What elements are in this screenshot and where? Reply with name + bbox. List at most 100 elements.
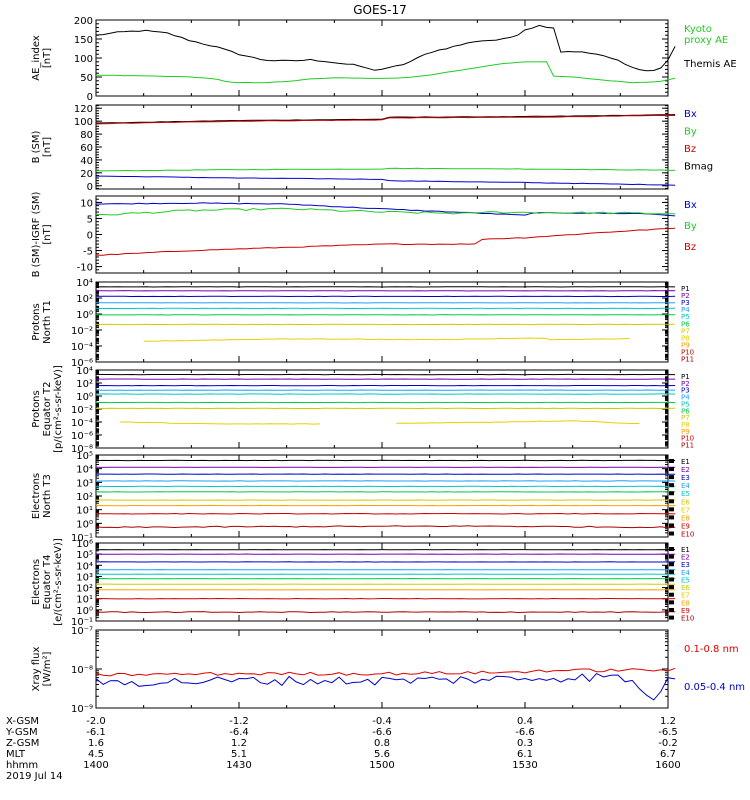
y-tick-label: 10⁻⁸ — [71, 444, 93, 455]
legend-entry: P11 — [681, 442, 694, 450]
legend-entry: By — [684, 127, 697, 138]
y-axis-label: North T3 — [42, 474, 53, 518]
series-line — [96, 175, 676, 186]
y-tick-label: 10¹ — [76, 595, 93, 606]
legend-entry: Bmag — [684, 162, 713, 173]
y-axis-label: Protons — [31, 303, 42, 340]
y-tick-label: 10 — [80, 198, 93, 209]
channel-marker — [669, 615, 674, 620]
legend-entry: P10 — [681, 349, 694, 357]
y-tick-label: 10¹ — [76, 506, 93, 517]
y-tick-label: 10⁻² — [71, 326, 93, 337]
legend-entry: E7 — [681, 506, 690, 514]
legend-entry: E5 — [681, 490, 690, 498]
y-axis-label: Equator T4 — [42, 555, 53, 610]
x-row-value: 0.3 — [517, 738, 533, 749]
y-tick-label: 10⁰ — [76, 519, 93, 530]
x-row-label: Y-GSM — [5, 727, 38, 738]
y-tick-label: -10 — [77, 263, 93, 274]
y-axis-label: [W/m²] — [42, 651, 53, 686]
channel-marker — [669, 600, 674, 605]
y-tick-label: 40 — [80, 156, 93, 167]
x-row-label: X-GSM — [6, 716, 39, 727]
y-tick-label: -5 — [83, 247, 93, 258]
x-row-value: 1.6 — [88, 738, 104, 749]
legend-entry: P6 — [681, 407, 690, 415]
y-tick-label: 80 — [80, 130, 93, 141]
x-row-value: 1.2 — [231, 738, 247, 749]
legend-entry: P3 — [681, 387, 690, 395]
legend-entry: P8 — [681, 421, 690, 429]
y-tick-label: 10⁴ — [76, 366, 93, 377]
panel-6: 10⁻¹ 10⁰ 10¹ 10² 10³ 10⁴ 10⁵ Electrons North T3 E… — [31, 451, 694, 544]
legend-entry: P4 — [681, 306, 690, 314]
series-line — [396, 420, 640, 424]
legend-entry: P4 — [681, 394, 690, 402]
legend-entry: E10 — [681, 531, 694, 539]
legend-entry: By — [684, 221, 697, 232]
channel-marker — [669, 483, 674, 488]
y-axis-label: [nT] — [42, 48, 53, 68]
y-axis-label: B (SM) — [31, 130, 42, 163]
y-axis-label: B (SM)-IGRF (SM) — [31, 192, 42, 278]
channel-marker — [669, 554, 674, 559]
x-row-value: 0.8 — [374, 738, 390, 749]
plot-title: GOES-17 — [353, 3, 407, 17]
y-tick-label: 0 — [87, 182, 93, 193]
y-tick-label: 100 — [74, 54, 93, 65]
panel-frame — [95, 19, 669, 97]
series-line — [95, 227, 676, 256]
legend-entry: P9 — [681, 428, 690, 436]
y-tick-label: 60 — [80, 143, 93, 154]
y-tick-label: 20 — [80, 169, 93, 180]
series-line — [95, 202, 676, 217]
legend-entry: P1 — [681, 373, 690, 381]
y-tick-label: 10⁰ — [76, 606, 93, 617]
legend-entry: E4 — [681, 569, 690, 577]
y-axis-label: Electrons — [31, 559, 42, 605]
y-tick-label: 10⁻⁶ — [71, 431, 93, 442]
series-line — [95, 525, 676, 529]
y-tick-label: 120 — [74, 104, 93, 115]
legend-entry: P9 — [681, 341, 690, 349]
x-row-value: -0.4 — [372, 716, 392, 727]
x-row-value: 1.2 — [660, 716, 676, 727]
y-tick-label: 10⁰ — [76, 310, 93, 321]
legend-entry: E2 — [681, 554, 690, 562]
x-row-value: 1400 — [83, 760, 108, 771]
x-row-value: 0.4 — [517, 716, 533, 727]
legend-entry: Bx — [684, 200, 697, 211]
legend-entry: E6 — [681, 498, 690, 506]
y-tick-label: 10² — [76, 379, 93, 390]
y-tick-label: 10⁵ — [76, 451, 93, 462]
channel-marker — [669, 607, 674, 612]
legend-entry: P8 — [681, 334, 690, 342]
channel-marker — [669, 577, 674, 582]
x-row-value: 1530 — [512, 760, 537, 771]
legend-entry: E3 — [681, 561, 690, 569]
y-axis-label: Electrons — [31, 473, 42, 519]
y-tick-label: 10⁻⁴ — [71, 342, 93, 353]
y-tick-label: 10⁴ — [76, 561, 93, 572]
legend-entry: P6 — [681, 320, 690, 328]
legend-entry: P10 — [681, 435, 694, 443]
x-row-label: hhmm — [6, 760, 38, 771]
legend-entry: 0.05-0.4 nm — [684, 682, 745, 693]
legend-entry: Bx — [684, 109, 697, 120]
y-tick-label: 10⁻¹ — [71, 533, 93, 544]
y-tick-label: 10⁻⁹ — [71, 704, 93, 715]
panel-4: 10⁻⁶ 10⁻⁴ 10⁻² 10⁰ 10² 10⁴ Protons North T1 P1P2… — [31, 278, 694, 369]
channel-marker — [669, 499, 674, 504]
x-row-value: -6.6 — [515, 727, 535, 738]
y-tick-label: 10⁻⁷ — [71, 626, 93, 637]
channel-marker — [669, 491, 674, 496]
panel-2: 0 20 40 60 80 100 120 B (SM) [nT] Bx By Bz Bmag — [31, 104, 713, 193]
legend-entry: P7 — [681, 414, 690, 422]
legend-entry: Bz — [684, 242, 696, 253]
series-line — [96, 61, 676, 84]
y-tick-label: 10⁴ — [76, 278, 93, 289]
y-axis-label: Equator T2 — [42, 382, 53, 437]
channel-marker — [669, 507, 674, 512]
legend-entry: E3 — [681, 474, 690, 482]
